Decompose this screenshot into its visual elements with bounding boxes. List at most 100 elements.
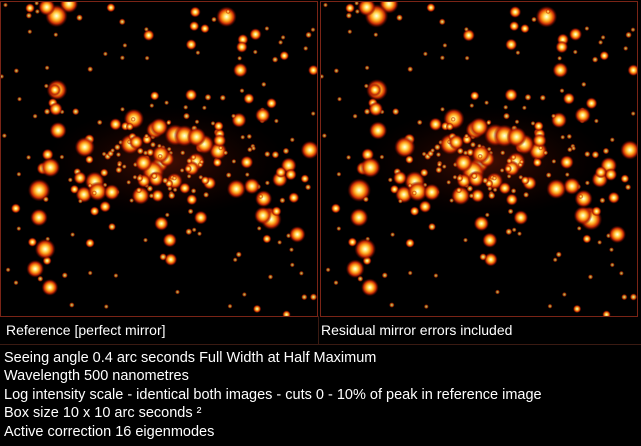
star xyxy=(405,155,414,164)
star xyxy=(114,143,121,151)
star xyxy=(345,3,355,13)
star xyxy=(545,9,551,14)
star xyxy=(32,113,38,119)
star xyxy=(418,200,432,213)
star xyxy=(72,107,80,116)
star xyxy=(5,267,11,273)
star xyxy=(300,140,317,160)
star xyxy=(345,12,353,19)
star xyxy=(585,97,598,110)
star xyxy=(532,133,547,148)
star xyxy=(621,293,628,301)
star xyxy=(449,198,455,203)
star xyxy=(519,159,525,165)
star xyxy=(571,145,577,151)
star xyxy=(40,157,61,178)
star xyxy=(555,251,562,258)
star xyxy=(244,172,250,178)
star xyxy=(279,50,290,61)
star xyxy=(26,259,45,278)
star xyxy=(520,176,530,185)
star xyxy=(200,23,210,34)
star xyxy=(149,103,155,109)
star xyxy=(186,127,207,147)
star xyxy=(236,41,248,53)
star xyxy=(233,62,248,78)
star xyxy=(300,174,310,184)
star xyxy=(532,157,543,168)
star xyxy=(232,257,238,263)
star xyxy=(183,104,189,110)
star xyxy=(574,107,591,124)
star xyxy=(264,150,271,158)
star xyxy=(445,122,454,131)
note: Log intensity scale - identical both ima… xyxy=(4,386,542,403)
star xyxy=(108,222,116,231)
star xyxy=(143,26,149,32)
star xyxy=(115,166,123,174)
star xyxy=(239,88,245,94)
star xyxy=(487,186,493,192)
star xyxy=(135,187,142,194)
star xyxy=(539,94,546,102)
star xyxy=(486,146,492,152)
star xyxy=(99,200,111,213)
star xyxy=(85,155,94,164)
star xyxy=(67,177,73,183)
star xyxy=(624,184,632,191)
star xyxy=(442,42,448,48)
star xyxy=(289,226,306,243)
star xyxy=(625,31,632,39)
star xyxy=(630,27,636,33)
star xyxy=(175,289,180,295)
star xyxy=(426,3,436,13)
star xyxy=(602,310,611,316)
caption: Reference [perfect mirror] xyxy=(6,322,166,338)
star xyxy=(16,171,22,177)
star xyxy=(506,126,527,147)
star xyxy=(171,175,177,181)
star xyxy=(13,68,20,74)
star xyxy=(255,190,273,208)
star xyxy=(368,83,382,97)
star xyxy=(347,178,371,202)
star xyxy=(562,92,575,105)
star xyxy=(87,270,93,276)
star xyxy=(452,174,458,180)
star xyxy=(264,180,270,186)
star xyxy=(17,96,22,102)
star xyxy=(582,234,592,244)
star xyxy=(346,154,352,160)
star xyxy=(271,150,280,159)
star xyxy=(373,32,379,38)
star xyxy=(167,191,176,200)
star xyxy=(115,151,122,158)
star xyxy=(357,2,376,17)
star xyxy=(271,56,279,63)
star xyxy=(213,133,227,148)
star xyxy=(454,153,473,173)
star xyxy=(289,137,295,143)
star xyxy=(514,119,520,125)
star xyxy=(195,50,201,56)
note: Seeing angle 0.4 arc seconds Full Width … xyxy=(4,350,377,366)
star xyxy=(608,225,627,244)
star xyxy=(157,153,163,159)
star xyxy=(464,133,469,139)
star xyxy=(618,270,624,276)
star xyxy=(261,81,267,88)
star xyxy=(87,181,108,201)
star xyxy=(515,50,521,56)
star xyxy=(552,62,569,78)
star xyxy=(566,133,573,140)
star xyxy=(102,51,108,57)
star xyxy=(126,179,132,185)
star xyxy=(584,180,590,186)
star xyxy=(609,137,615,143)
star xyxy=(150,91,160,101)
star xyxy=(511,227,517,233)
star xyxy=(407,183,413,189)
star xyxy=(77,198,83,204)
star xyxy=(581,81,587,88)
